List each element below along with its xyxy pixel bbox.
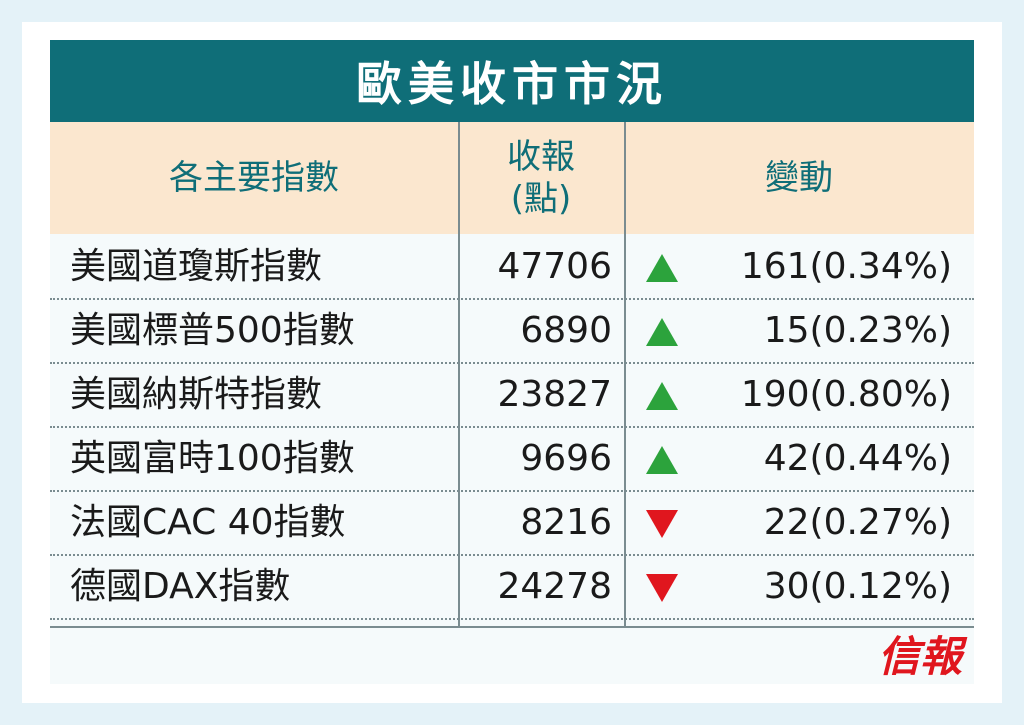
change-value: 15(0.23%) bbox=[763, 310, 952, 351]
table-bottom-rule bbox=[50, 626, 974, 628]
index-name: 英國富時100指數 bbox=[70, 438, 355, 479]
column-divider-2 bbox=[624, 122, 626, 628]
triangle-down-icon bbox=[646, 510, 678, 538]
header-close-label: 收報 (點) bbox=[507, 137, 575, 219]
change-value: 190(0.80%) bbox=[740, 374, 952, 415]
header-index-label: 各主要指數 bbox=[169, 158, 339, 198]
change-value: 161(0.34%) bbox=[740, 246, 952, 287]
index-name: 德國DAX指數 bbox=[70, 566, 291, 607]
close-value: 23827 bbox=[497, 374, 612, 415]
table-row: 美國道瓊斯指數 47706 161(0.34%) bbox=[50, 236, 974, 300]
close-value: 6890 bbox=[520, 310, 612, 351]
table-header: 各主要指數 收報 (點) 變動 bbox=[50, 122, 974, 234]
close-value: 8216 bbox=[520, 502, 612, 543]
change-value: 42(0.44%) bbox=[763, 438, 952, 479]
change-value: 30(0.12%) bbox=[763, 566, 952, 607]
table-title: 歐美收市市況 bbox=[50, 40, 974, 122]
brand-logo: 信報 bbox=[877, 632, 962, 681]
triangle-up-icon bbox=[646, 446, 678, 474]
table-row: 英國富時100指數 9696 42(0.44%) bbox=[50, 428, 974, 492]
table-row: 美國標普500指數 6890 15(0.23%) bbox=[50, 300, 974, 364]
triangle-up-icon bbox=[646, 318, 678, 346]
table-row: 德國DAX指數 24278 30(0.12%) bbox=[50, 556, 974, 620]
table-title-text: 歐美收市市況 bbox=[356, 57, 668, 111]
index-name: 美國道瓊斯指數 bbox=[70, 246, 323, 287]
table-row: 美國納斯特指數 23827 190(0.80%) bbox=[50, 364, 974, 428]
header-change: 變動 bbox=[624, 122, 974, 234]
index-name: 法國CAC 40指數 bbox=[70, 502, 346, 543]
close-value: 9696 bbox=[520, 438, 612, 479]
header-close: 收報 (點) bbox=[458, 122, 624, 234]
table-row: 法國CAC 40指數 8216 22(0.27%) bbox=[50, 492, 974, 556]
triangle-up-icon bbox=[646, 382, 678, 410]
triangle-down-icon bbox=[646, 574, 678, 602]
column-divider-1 bbox=[458, 122, 460, 628]
close-value: 24278 bbox=[497, 566, 612, 607]
change-value: 22(0.27%) bbox=[763, 502, 952, 543]
index-name: 美國納斯特指數 bbox=[70, 374, 323, 415]
header-change-label: 變動 bbox=[765, 158, 833, 198]
triangle-up-icon bbox=[646, 254, 678, 282]
index-name: 美國標普500指數 bbox=[70, 310, 355, 351]
close-value: 47706 bbox=[497, 246, 612, 287]
header-index: 各主要指數 bbox=[50, 122, 458, 234]
